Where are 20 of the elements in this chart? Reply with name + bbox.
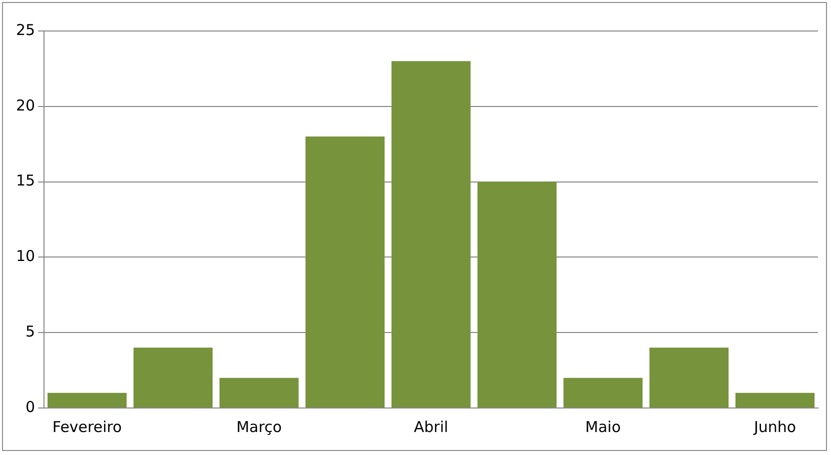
- x-tick-label: Março: [236, 418, 282, 436]
- x-tick-label: Fevereiro: [52, 418, 122, 436]
- bar: [649, 348, 729, 408]
- bar: [134, 348, 213, 408]
- bar: [391, 61, 471, 408]
- bar: [563, 378, 643, 408]
- bar: [220, 378, 299, 408]
- y-tick-label: 15: [16, 172, 36, 190]
- x-tick-label: Maio: [585, 418, 621, 436]
- bar: [48, 392, 127, 408]
- bar: [306, 136, 385, 408]
- x-tick-label: Junho: [752, 418, 796, 436]
- bar: [477, 182, 557, 408]
- y-tick-label: 20: [16, 96, 36, 114]
- y-tick-label: 25: [16, 20, 36, 39]
- y-tick-label: 10: [16, 247, 36, 266]
- y-tick-label: 0: [26, 398, 36, 416]
- y-tick-label: 5: [26, 322, 36, 340]
- bar: [735, 392, 815, 408]
- x-tick-label: Abril: [414, 418, 448, 436]
